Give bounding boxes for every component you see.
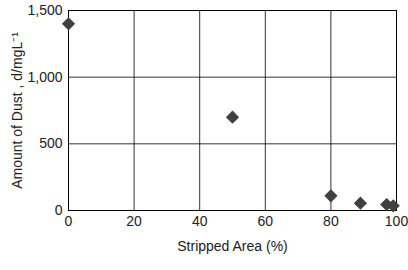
svg-text:1,000: 1,000 bbox=[27, 69, 62, 85]
svg-text:500: 500 bbox=[39, 135, 63, 151]
svg-text:0: 0 bbox=[55, 202, 63, 218]
svg-text:100: 100 bbox=[385, 213, 408, 229]
svg-text:20: 20 bbox=[126, 213, 142, 229]
svg-text:60: 60 bbox=[258, 213, 274, 229]
svg-text:80: 80 bbox=[323, 213, 339, 229]
svg-text:Amount of Dust , d/mgL⁻¹: Amount of Dust , d/mgL⁻¹ bbox=[9, 32, 25, 189]
svg-text:40: 40 bbox=[192, 213, 208, 229]
svg-text:Stripped Area (%): Stripped Area (%) bbox=[177, 238, 288, 254]
svg-text:0: 0 bbox=[65, 213, 73, 229]
svg-text:1,500: 1,500 bbox=[27, 2, 62, 18]
